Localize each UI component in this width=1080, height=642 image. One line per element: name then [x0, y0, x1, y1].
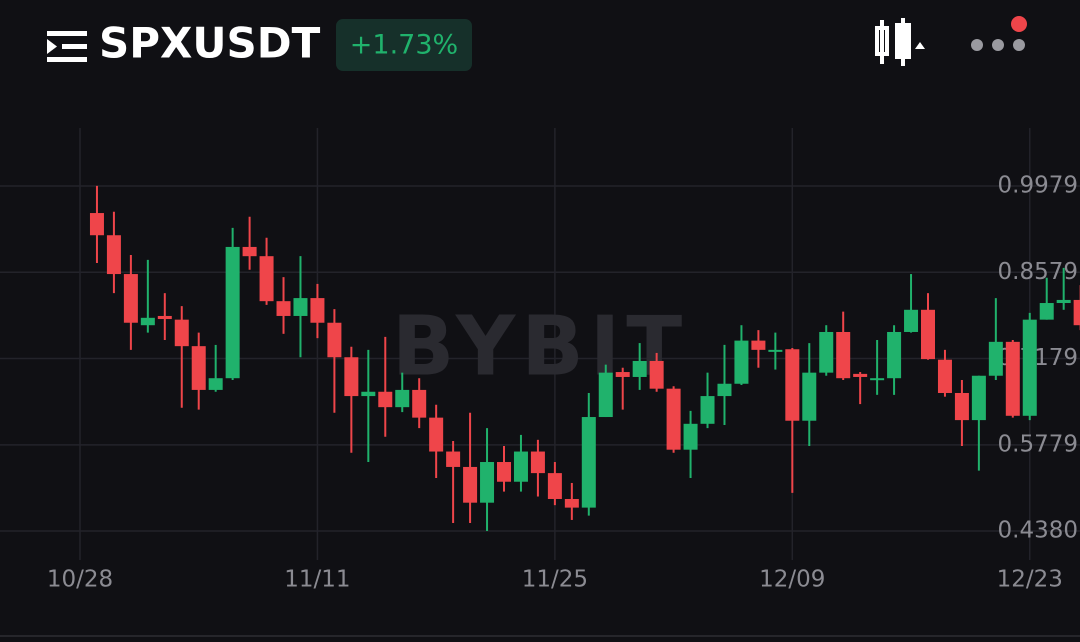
candle-body	[853, 373, 868, 377]
watermark: BYBIT	[392, 299, 688, 394]
y-tick-label: 0.4380	[998, 518, 1078, 544]
candle-body	[887, 331, 902, 379]
candle-body	[904, 309, 919, 332]
candle-body	[259, 256, 274, 302]
menu-icon[interactable]	[47, 31, 87, 62]
candle-body	[412, 389, 427, 418]
x-tick-label: 10/28	[47, 567, 113, 593]
menu-arrow	[47, 39, 57, 54]
candle-body	[463, 466, 478, 503]
y-tick-label: 0.5779	[998, 431, 1078, 457]
candle-body	[1056, 299, 1071, 304]
icon-caret	[915, 42, 925, 49]
candle-body	[89, 213, 104, 236]
symbol[interactable]: SPXUSDT	[99, 19, 321, 68]
candle-body	[480, 462, 495, 503]
chart-type-icon[interactable]	[875, 18, 925, 66]
candle-body	[937, 359, 952, 393]
candle-body	[140, 317, 155, 326]
candle-body	[751, 340, 766, 350]
candle-body	[988, 341, 1003, 376]
candle-body	[513, 451, 528, 482]
candle-body	[1022, 319, 1037, 416]
notification-dot	[1011, 16, 1027, 32]
candle-body	[870, 378, 885, 381]
change-badge	[336, 19, 472, 71]
candle-body	[717, 383, 732, 397]
candle-body	[446, 451, 461, 467]
candle-body	[378, 391, 393, 408]
candle-body	[327, 322, 342, 358]
candle-body	[836, 331, 851, 379]
change: +1.73%	[350, 30, 458, 61]
candle-body	[395, 389, 410, 408]
candle-body	[700, 396, 715, 424]
candle-body	[344, 357, 359, 397]
candle-body	[1005, 341, 1020, 416]
candle-body	[1073, 299, 1080, 326]
candle-body	[157, 315, 172, 320]
candle-body	[429, 417, 444, 452]
candle-body	[683, 423, 698, 450]
icon-body	[875, 26, 889, 56]
candle-body	[191, 346, 206, 390]
icon-body	[895, 23, 911, 59]
candle-body	[276, 301, 291, 316]
candle-body	[954, 392, 969, 421]
menu-bar	[62, 44, 87, 49]
candle-body	[819, 331, 834, 373]
candle-body	[921, 309, 935, 360]
candle-body	[649, 360, 664, 389]
menu-bar	[47, 57, 87, 62]
candle-body	[293, 298, 308, 316]
candle-body	[208, 378, 223, 390]
x-tick-label: 11/25	[522, 567, 588, 593]
dot	[992, 39, 1004, 51]
y-tick-label: 0.8579	[998, 259, 1078, 285]
candle-body	[598, 372, 613, 418]
candle-body	[768, 349, 783, 352]
candle-body	[310, 298, 325, 323]
y-tick-label: 0.9979	[998, 172, 1078, 198]
candle-body	[123, 274, 138, 323]
candle-body	[971, 375, 986, 421]
candle-body	[361, 391, 376, 397]
candle-body	[530, 451, 545, 474]
candle-body	[242, 246, 257, 257]
candle-body	[497, 462, 511, 482]
more-menu[interactable]	[971, 16, 1027, 51]
x-tick-label: 11/11	[284, 567, 350, 593]
candle-body	[106, 235, 121, 275]
candle-body	[632, 360, 647, 377]
x-tick-label: 12/09	[759, 567, 825, 593]
dot	[1013, 39, 1025, 51]
candle-body	[174, 319, 189, 347]
candle-body	[581, 417, 596, 508]
candle-body	[666, 388, 681, 450]
candle-body	[564, 498, 579, 508]
dot	[971, 39, 983, 51]
candle-body	[802, 372, 817, 421]
candle-body	[1039, 303, 1054, 320]
candle-body	[734, 340, 749, 384]
candle-body	[785, 349, 800, 421]
candle-body	[547, 473, 562, 499]
candle-body	[225, 246, 240, 379]
candle-body	[615, 372, 630, 377]
x-tick-label: 12/23	[997, 567, 1063, 593]
menu-bar	[47, 31, 87, 36]
